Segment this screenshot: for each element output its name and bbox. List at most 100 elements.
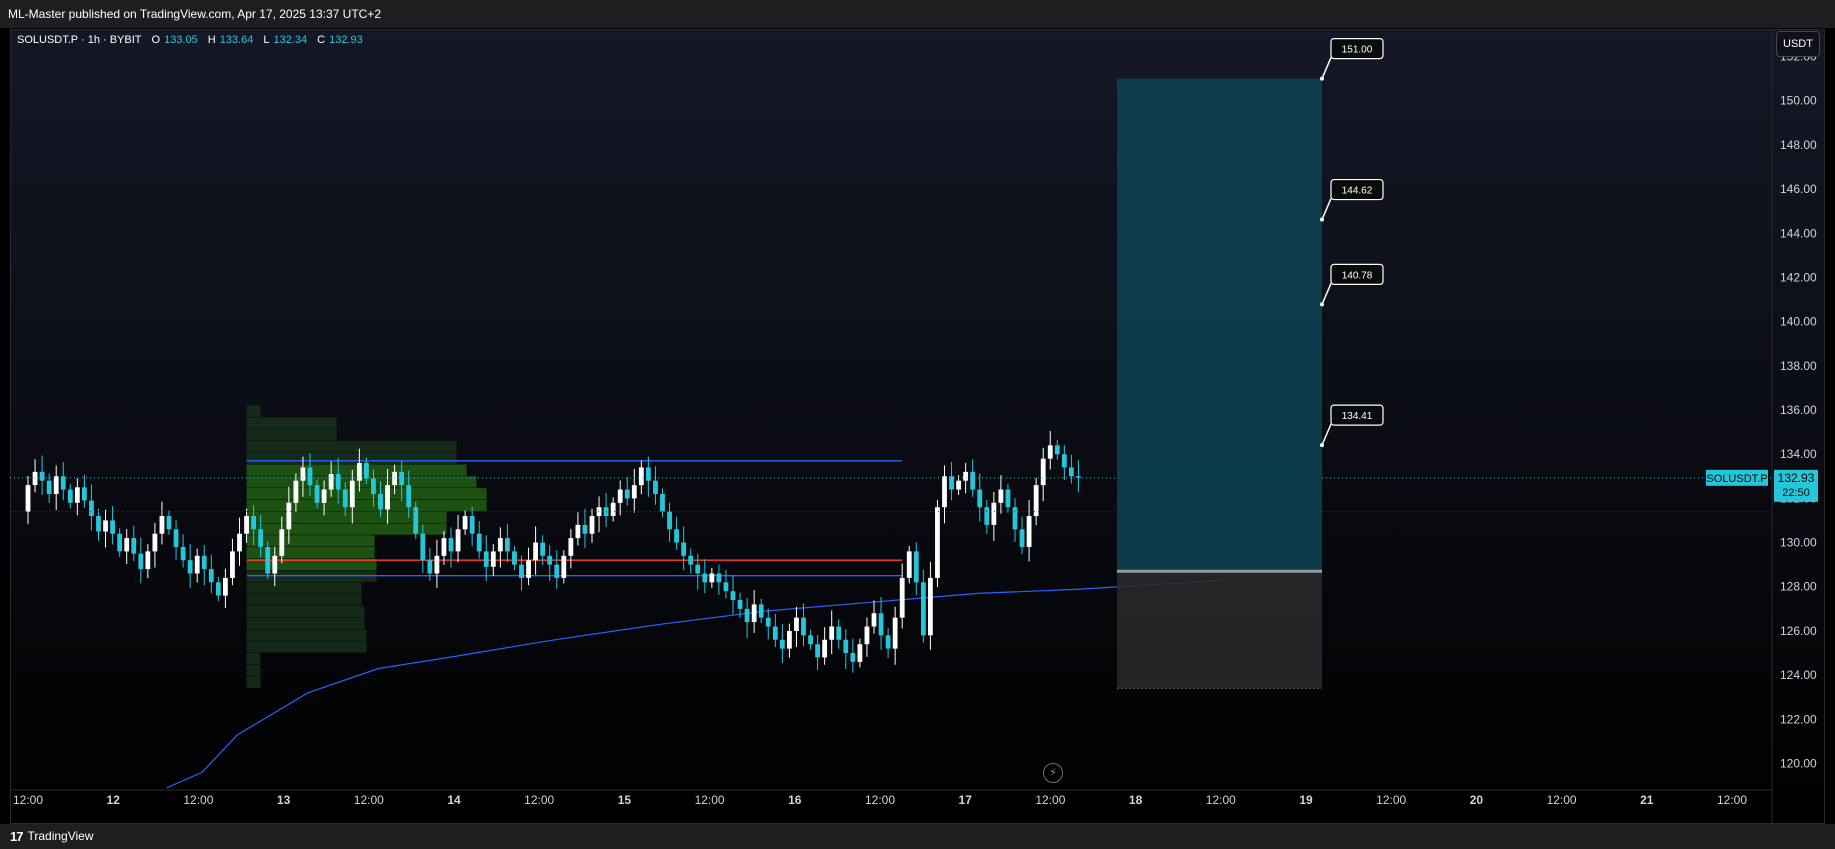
target-dot [1320,443,1324,448]
candle-body [519,564,524,578]
candle-body [540,542,546,556]
target-callout[interactable] [1330,404,1384,426]
candle-body [533,542,538,561]
y-tick-label: 140.00 [1780,315,1817,329]
x-tick-label: 18 [1129,793,1143,807]
tv-logo-icon: 17 [10,829,24,844]
candle-body [314,485,320,503]
price-tag-countdown: 22:50 [1782,487,1810,499]
candle-body [89,500,94,517]
candle-body [991,502,997,525]
candle-body [180,546,186,561]
tradingview-logo[interactable]: 17 TradingView [10,824,94,849]
candle-body [920,582,926,636]
candle-body [251,516,256,530]
candle-body [462,516,468,530]
x-tick-label: 12:00 [1376,793,1406,807]
candle-body [349,480,355,508]
candle-body [279,529,285,556]
candle-body [709,573,715,583]
y-tick-label: 138.00 [1780,359,1817,373]
candle-body [526,560,531,578]
candle-body [864,626,870,645]
lightning-icon[interactable]: ⚡ [1043,763,1063,783]
x-tick-label: 12:00 [1035,793,1065,807]
target-callout-label: 144.62 [1342,186,1373,197]
volume-profile-bar [246,429,337,441]
volume-profile-bar [246,452,457,464]
candle-body [935,507,940,578]
candle-body [46,480,52,494]
y-tick-label: 150.00 [1780,94,1817,108]
volume-profile-bar [246,629,367,641]
candle-body [772,626,778,640]
candle-body [850,653,856,662]
candle-body [237,533,242,552]
target-callout[interactable] [1330,263,1384,285]
candle-body [582,524,588,534]
candle-body [356,463,362,481]
candle-body [293,480,299,503]
candle-body [378,493,383,510]
candle-body [392,471,397,486]
candle-body [131,538,137,554]
target-callout[interactable] [1330,38,1384,60]
candle-body [871,613,877,627]
candle-body [110,520,115,534]
candle-body [455,529,461,552]
candle-body [751,604,757,623]
volume-profile-bar [246,464,467,476]
volume-profile-bar [246,476,477,488]
volume-profile-bar [246,499,487,512]
symbol-tag [1706,469,1768,486]
x-tick-label: 16 [788,793,802,807]
candle-body [977,489,983,508]
candle-body [469,516,475,534]
candle-body [899,577,905,618]
candle-body [723,582,729,592]
target-zone[interactable] [1117,78,1322,572]
symbol-tag-label: SOLUSDT.P [1706,473,1767,485]
candle-body [667,511,672,530]
candle-body [82,487,87,501]
candle-body [413,507,419,534]
candle-body [483,551,489,567]
publisher-bar: ML-Master published on TradingView.com, … [0,0,1835,28]
candle-body [399,471,405,486]
volume-profile-bar [246,523,447,535]
target-pointer [1321,57,1332,79]
candle-body [265,546,271,574]
y-tick-label: 126.00 [1780,624,1817,638]
stop-zone[interactable] [1117,571,1322,689]
x-tick-label: 19 [1299,793,1313,807]
volume-profile-bar [246,440,457,453]
target-callout-label: 140.78 [1342,270,1373,281]
x-tick-label: 15 [618,793,632,807]
candle-body [427,560,433,574]
candle-body [779,639,785,649]
candle-body [702,573,708,583]
candle-body [1033,485,1039,517]
candle-body [638,467,644,486]
close-value: 132.93 [329,34,363,46]
volume-profile-bar [246,546,375,559]
target-callout[interactable] [1330,178,1384,201]
x-tick-label: 12:00 [1547,793,1577,807]
candle-body [801,617,806,636]
candle-body [716,573,722,583]
low-value: 132.34 [273,34,308,46]
volume-profile-bar [246,594,362,606]
x-tick-label: 14 [447,793,461,807]
candle-body [258,529,264,547]
candle-body [476,533,482,552]
x-tick-label: 12 [107,793,121,807]
candle-body [1026,516,1032,547]
candle-body [286,502,292,530]
y-tick-label: 134.00 [1780,447,1817,461]
price-tag [1774,469,1818,502]
candle-body [201,555,207,570]
y-tick-label: 144.00 [1780,226,1817,240]
x-tick-label: 17 [959,793,973,807]
currency-unit-button[interactable]: USDT [1776,31,1820,57]
